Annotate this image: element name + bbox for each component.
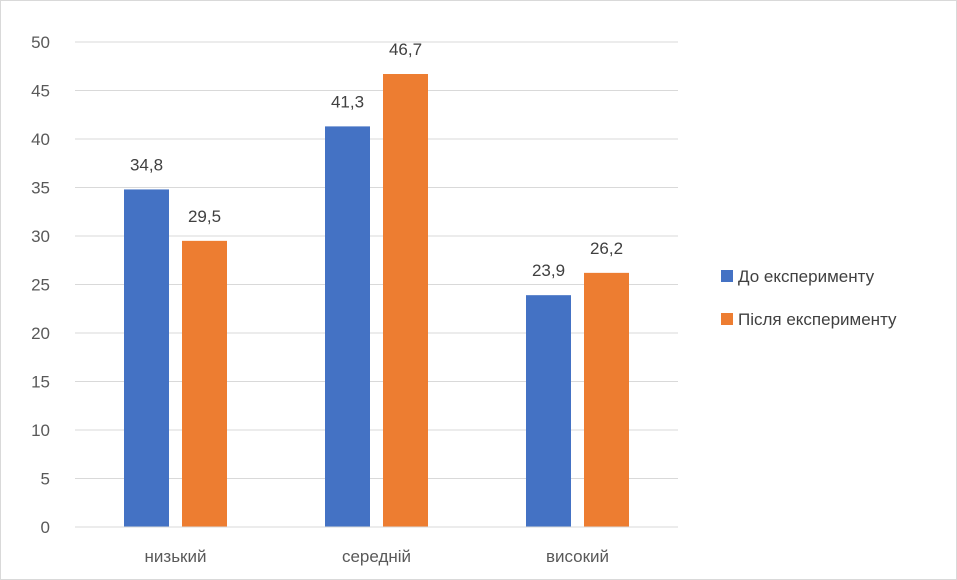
y-tick-label: 20 bbox=[31, 324, 50, 343]
bars: 34,8 29,5 41,3 46,7 23,9 26,2 bbox=[124, 40, 629, 527]
y-axis: 0 5 10 15 20 25 30 35 40 45 50 bbox=[31, 33, 50, 537]
y-tick-label: 35 bbox=[31, 179, 50, 198]
data-label: 26,2 bbox=[590, 239, 623, 258]
x-category-label: низький bbox=[145, 547, 207, 566]
data-label: 46,7 bbox=[389, 40, 422, 59]
y-tick-label: 10 bbox=[31, 421, 50, 440]
bar-before bbox=[124, 189, 169, 527]
legend: До експерименту Після експерименту bbox=[721, 267, 897, 329]
legend-swatch bbox=[721, 270, 733, 282]
legend-label: До експерименту bbox=[738, 267, 875, 286]
y-tick-label: 40 bbox=[31, 130, 50, 149]
data-label: 23,9 bbox=[532, 261, 565, 280]
bar-before bbox=[325, 126, 370, 527]
y-tick-label: 25 bbox=[31, 276, 50, 295]
data-label: 29,5 bbox=[188, 207, 221, 226]
bar-after bbox=[383, 74, 428, 527]
y-tick-label: 5 bbox=[41, 470, 50, 489]
y-tick-label: 50 bbox=[31, 33, 50, 52]
legend-label: Після експерименту bbox=[738, 310, 897, 329]
bar-after bbox=[182, 240, 227, 527]
legend-swatch bbox=[721, 313, 733, 325]
y-tick-label: 45 bbox=[31, 82, 50, 101]
y-tick-label: 30 bbox=[31, 227, 50, 246]
bar-before bbox=[526, 295, 571, 527]
x-category-label: високий bbox=[546, 547, 609, 566]
bar-after bbox=[584, 272, 629, 527]
x-axis: низький середній високий bbox=[75, 526, 678, 566]
y-tick-label: 0 bbox=[41, 518, 50, 537]
y-tick-label: 15 bbox=[31, 373, 50, 392]
data-label: 34,8 bbox=[130, 155, 163, 174]
data-label: 41,3 bbox=[331, 92, 364, 111]
x-category-label: середній bbox=[342, 547, 411, 566]
